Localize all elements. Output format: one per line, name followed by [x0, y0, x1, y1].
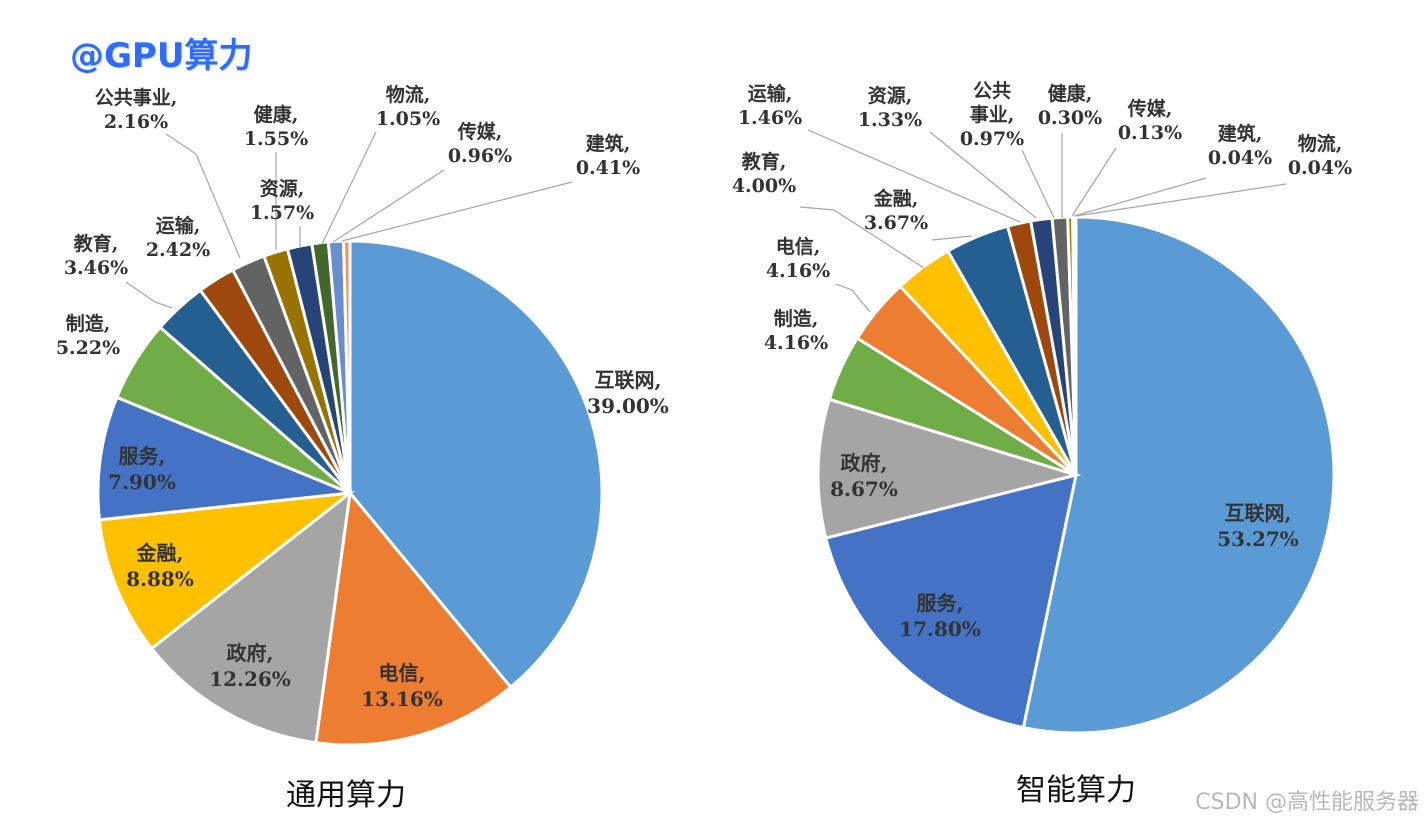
slice-name-label: 公共 [973, 80, 1011, 102]
slice-value-label: 1.55% [244, 128, 308, 150]
slice-value-label: 5.22% [56, 337, 120, 359]
slice-name-label: 建筑, [586, 132, 631, 155]
pie-slice-金融 [97, 490, 356, 651]
slice-name-label: 资源, [260, 177, 305, 200]
chart-title: 通用算力 [286, 778, 406, 813]
pie-slice-电信 [314, 489, 513, 747]
slice-name-label: 互联网, [595, 368, 662, 392]
slice-value-label: 4.16% [766, 260, 830, 282]
leader-line-物流 [321, 131, 377, 245]
leader-line-金融 [931, 235, 973, 241]
pie-slice-互联网 [1021, 215, 1336, 735]
slice-value-label: 39.00% [587, 394, 669, 418]
slice-value-label: 4.00% [732, 175, 796, 197]
slice-value-label: 2.42% [146, 239, 210, 261]
slice-name-label: 运输, [748, 82, 793, 105]
leader-line-公共事业 [165, 133, 241, 259]
slice-name-label: 电信, [776, 235, 821, 258]
slice-name-label: 物流, [1298, 132, 1343, 155]
slice-name-label: 教育, [742, 150, 787, 173]
slice-name-label: 制造, [774, 307, 819, 330]
slice-name-label: 服务, [119, 444, 166, 468]
slice-value-label: 17.80% [899, 617, 981, 641]
slice-value-label: 4.16% [764, 332, 828, 354]
slice-name-label: 政府, [841, 451, 888, 475]
slice-value-label: 0.13% [1118, 122, 1182, 144]
slice-value-label: 0.04% [1208, 147, 1272, 169]
leader-line-教育 [799, 206, 925, 269]
pie-slice-服务 [824, 472, 1078, 730]
slice-value-label: 0.30% [1038, 107, 1102, 129]
leader-line-传媒 [332, 169, 445, 243]
slice-value-label: 13.16% [361, 687, 443, 711]
slice-value-label: 2.16% [104, 111, 168, 133]
leader-line-建筑 [1073, 177, 1207, 217]
leader-line-教育 [125, 281, 173, 309]
slice-value-label: 7.90% [108, 470, 176, 494]
slice-name-label: 传媒, [457, 120, 503, 143]
slice-name-label: 物流, [386, 83, 431, 106]
slice-name-label: 资源, [868, 84, 913, 107]
slice-value-label: 8.67% [830, 477, 898, 501]
leader-line-公共事业 [1021, 149, 1055, 219]
slice-name-label: 事业, [970, 103, 1015, 126]
pie-chart-2: 互联网,53.27%服务,17.80%政府,8.67%制造,4.16%电信,4.… [732, 80, 1352, 808]
leader-line-物流 [1075, 183, 1287, 217]
slice-value-label: 12.26% [209, 667, 291, 691]
slice-value-label: 0.96% [448, 145, 512, 167]
slice-name-label: 运输, [156, 214, 201, 237]
slice-value-label: 1.57% [250, 202, 314, 224]
leader-line-运输 [807, 129, 1021, 223]
slice-value-label: 8.88% [126, 567, 194, 591]
pie-slice-政府 [816, 397, 1082, 540]
leader-line-资源 [929, 131, 1037, 219]
slice-value-label: 1.46% [738, 107, 802, 129]
pie-slice-政府 [149, 489, 352, 745]
slice-name-label: 服务, [917, 591, 964, 615]
leader-line-建筑 [341, 181, 573, 242]
slice-name-label: 教育, [74, 232, 119, 255]
slice-name-label: 健康, [1048, 82, 1093, 105]
pie-slice-物流 [1073, 215, 1078, 476]
slice-value-label: 0.04% [1288, 157, 1352, 179]
slice-value-label: 1.33% [858, 109, 922, 131]
slice-value-label: 0.41% [576, 157, 640, 179]
pie-chart-1: 互联网,39.00% 电信,13.16% 政府,12.26% 金融,8.88% 服务,7… [56, 83, 669, 813]
slice-name-label: 建筑, [1218, 122, 1263, 145]
slice-value-label: 1.05% [376, 108, 440, 130]
slice-value-label: 3.67% [864, 212, 928, 234]
slice-name-label: 金融, [136, 541, 184, 565]
top-left-watermark: @GPU算力 [70, 36, 253, 76]
leader-line-传媒 [1071, 147, 1117, 217]
slice-name-label: 健康, [254, 103, 299, 126]
bottom-right-watermark: CSDN @高性能服务器 [1195, 790, 1419, 815]
slice-name-label: 金融, [873, 187, 919, 210]
leader-line-电信 [835, 283, 871, 313]
slice-name-label: 电信, [379, 661, 426, 685]
slice-name-label: 公共事业, [95, 86, 178, 109]
slice-name-label: 传媒, [1127, 97, 1173, 120]
pie-slice-互联网 [348, 239, 604, 690]
slice-name-label: 制造, [66, 312, 111, 335]
slice-name-label: 互联网, [1225, 501, 1292, 525]
slice-value-label: 3.46% [64, 257, 128, 279]
chart-title: 智能算力 [1016, 773, 1136, 808]
pie-slice-服务 [96, 395, 351, 522]
slice-name-label: 政府, [227, 641, 274, 665]
slice-value-label: 0.97% [960, 128, 1024, 150]
slice-value-label: 53.27% [1217, 527, 1299, 551]
